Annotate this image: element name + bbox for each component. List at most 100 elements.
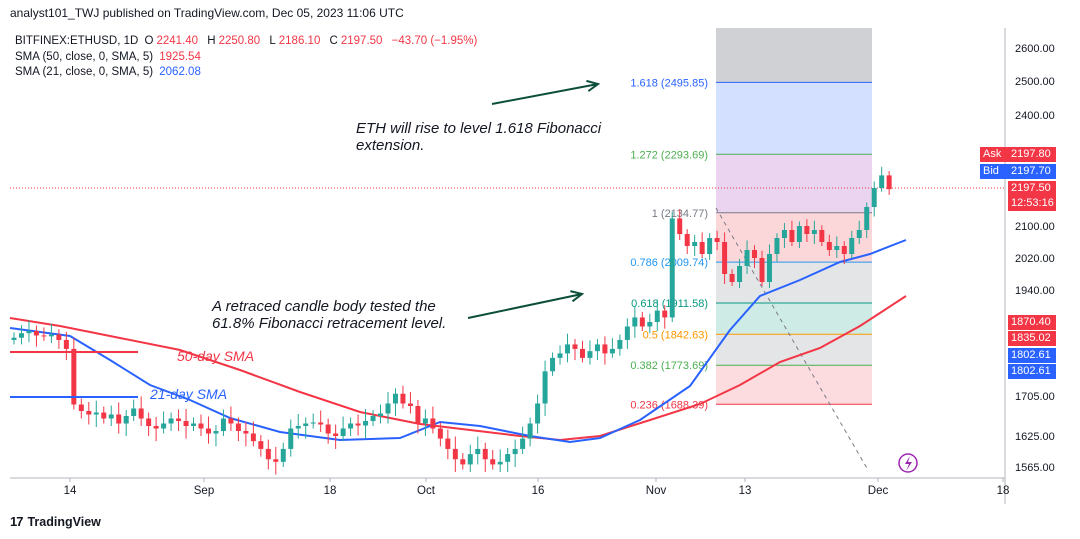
candle-body (101, 412, 107, 419)
candle-body (819, 230, 825, 242)
candle-body (707, 238, 713, 254)
candle-body (370, 416, 376, 421)
candle-body (415, 406, 421, 424)
candle-body (632, 317, 638, 327)
candle-body (11, 337, 17, 340)
last-price: 2197.50 (1008, 181, 1056, 196)
candle-body (26, 330, 32, 334)
candle-body (93, 412, 99, 415)
candle-body (579, 348, 585, 358)
candle-body (213, 431, 219, 434)
lightning-icon (898, 453, 918, 473)
candle-body (602, 344, 608, 354)
candle-body (63, 339, 69, 349)
candle-body (138, 408, 144, 419)
candle-body (18, 333, 24, 338)
candle-body (385, 403, 391, 414)
candle-body (228, 418, 234, 424)
candles (11, 166, 892, 475)
candle-body (333, 433, 339, 436)
candle-body (654, 310, 660, 322)
candle-body (176, 418, 182, 421)
candle-body (198, 423, 204, 429)
annotation-retrace-line1: A retraced candle body tested the (212, 298, 436, 315)
candle-body (303, 423, 309, 426)
candle-body (879, 175, 885, 188)
candle-body (699, 242, 705, 254)
candle-body (774, 238, 780, 254)
x-tick-label: 16 (532, 485, 545, 497)
fib-zone (716, 82, 872, 155)
sma21-legend-row[interactable]: SMA (21, close, 0, SMA, 5) 2062.08 (15, 65, 480, 81)
fib-zone (716, 334, 872, 366)
candle-body (639, 317, 645, 327)
candle-body (572, 344, 578, 349)
candle-body (714, 238, 720, 242)
fib-level-label: 1.618 (2495.85) (630, 77, 708, 89)
x-tick-label: Oct (417, 485, 436, 497)
low-prefix: L (269, 35, 276, 47)
candle-body (123, 416, 129, 424)
candle-body (407, 403, 413, 406)
tradingview-brand[interactable]: 17 TradingView (10, 514, 101, 529)
candle-body (273, 459, 279, 462)
fib-level-label: 0.786 (2009.74) (630, 257, 708, 269)
x-tick-label: 14 (64, 485, 77, 497)
sma50-legend-row[interactable]: SMA (50, close, 0, SMA, 5) 1925.54 (15, 50, 480, 66)
candle-body (422, 418, 428, 424)
candle-body (677, 218, 683, 234)
candle-body (886, 175, 892, 190)
candle-body (766, 254, 772, 282)
candle-body (348, 423, 354, 429)
candle-body (467, 454, 473, 465)
candle-body (557, 353, 563, 358)
candle-body (400, 393, 406, 404)
candle-body (392, 393, 398, 404)
x-tick-label: 13 (739, 485, 752, 497)
y-tick-label: 2600.00 (1015, 43, 1055, 55)
y-tick-label: 1625.00 (1015, 431, 1055, 443)
candle-body (669, 218, 675, 318)
candle-body (565, 344, 571, 354)
arrow-target (491, 83, 599, 105)
candle-body (220, 418, 226, 431)
arrow-target-head (586, 79, 601, 92)
candle-body (153, 426, 159, 429)
candle-body (662, 310, 668, 318)
candle-body (781, 230, 787, 238)
candle-body (205, 428, 211, 434)
arrow-retrace (467, 293, 583, 319)
candle-body (505, 454, 511, 462)
annotation-retrace: A retraced candle body tested the 61.8% … (212, 298, 446, 332)
high-value: 2250.80 (218, 35, 261, 47)
candle-body (452, 448, 458, 460)
candle-body (235, 423, 241, 431)
candle-body (527, 423, 533, 439)
candle-body (841, 246, 847, 254)
x-tick-label: Nov (646, 485, 667, 497)
candle-body (295, 426, 301, 429)
bid-price: 2197.70 (1008, 164, 1056, 179)
y-tick-label: 2400.00 (1015, 110, 1055, 122)
fib-trend-line (715, 207, 869, 471)
arrow-retrace-head (570, 290, 585, 303)
candle-body (475, 448, 481, 455)
close-value: 2197.50 (340, 35, 383, 47)
candle-body (849, 238, 855, 254)
high-label: H 2250.80 (207, 35, 263, 47)
price-tag-4: 1802.61 (1008, 364, 1056, 379)
annotation-target-line1: ETH will rise to level 1.618 Fibonacci (356, 120, 602, 137)
price-tag-2: 1835.02 (1008, 331, 1056, 346)
publisher-header: analyst101_TWJ published on TradingView.… (10, 6, 404, 20)
y-tick-label: 2500.00 (1015, 76, 1055, 88)
y-tick-label: 1940.00 (1015, 285, 1055, 297)
candle-body (161, 423, 167, 429)
candle-body (86, 411, 92, 415)
candle-body (56, 334, 62, 340)
candle-body (146, 418, 152, 426)
symbol-label: BITFINEX:ETHUSD, 1D (15, 35, 139, 47)
candle-body (191, 423, 197, 426)
candle-body (512, 448, 518, 455)
